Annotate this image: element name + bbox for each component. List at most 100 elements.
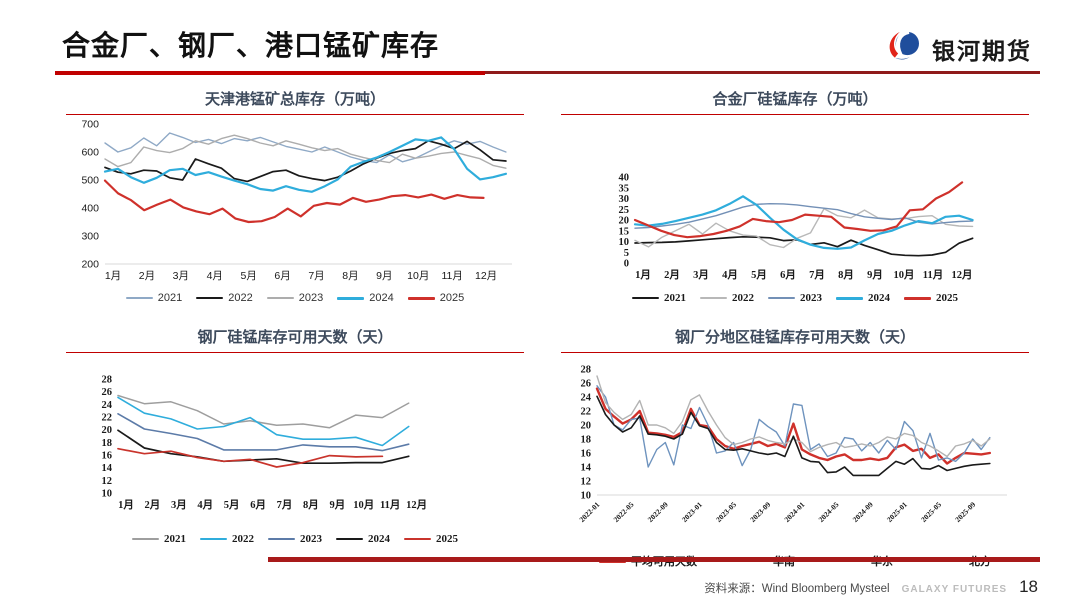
svg-text:26: 26	[102, 387, 113, 398]
legend-item: 2023	[768, 292, 822, 304]
legend-item: 2022	[196, 292, 253, 304]
svg-text:10: 10	[619, 237, 630, 248]
svg-text:30: 30	[619, 194, 630, 205]
legend-line-swatch	[904, 296, 931, 300]
company-logo: 银河期货	[884, 26, 1032, 71]
legend-label: 2021	[164, 533, 186, 545]
legend-label: 2022	[732, 292, 754, 304]
svg-text:8月: 8月	[342, 270, 358, 282]
svg-text:4月: 4月	[722, 269, 738, 281]
svg-text:3月: 3月	[173, 270, 189, 282]
svg-text:2月: 2月	[145, 499, 161, 511]
legend-line-swatch	[407, 296, 435, 300]
legend-item: 2021	[632, 292, 686, 304]
svg-text:35: 35	[619, 183, 630, 194]
svg-text:6月: 6月	[250, 499, 266, 511]
header-divider-accent	[55, 71, 485, 75]
svg-text:1月: 1月	[105, 270, 121, 282]
svg-text:12: 12	[581, 477, 592, 488]
svg-text:12月: 12月	[952, 269, 973, 281]
legend-label: 2025	[436, 533, 458, 545]
svg-text:1月: 1月	[118, 499, 134, 511]
footer: 资料来源：Wind Bloomberg Mysteel GALAXY FUTUR…	[704, 577, 1038, 597]
svg-text:24: 24	[102, 400, 113, 411]
svg-text:6月: 6月	[780, 269, 796, 281]
legend-line-swatch	[700, 297, 727, 299]
svg-text:28: 28	[102, 375, 113, 386]
svg-text:10月: 10月	[353, 499, 374, 511]
legend-line-swatch	[632, 297, 659, 299]
svg-text:10: 10	[581, 491, 592, 502]
svg-text:12: 12	[102, 476, 113, 487]
svg-text:24: 24	[581, 393, 592, 404]
card-steel-plant-days: 钢厂硅锰库存可用天数（天） 28 26 24 22 20 18 16 14 12 10 1月 2月 3月…	[60, 326, 530, 545]
svg-text:18: 18	[581, 435, 592, 446]
legend-label: 2023	[298, 292, 324, 304]
legend-line-swatch	[266, 297, 294, 299]
svg-text:12月: 12月	[406, 499, 427, 511]
chart-title: 钢厂分地区硅锰库存可用天数（天）	[561, 326, 1029, 353]
svg-text:0: 0	[624, 259, 629, 270]
svg-text:18: 18	[102, 438, 113, 449]
svg-text:9月: 9月	[867, 269, 883, 281]
svg-text:2月: 2月	[139, 270, 155, 282]
svg-text:14: 14	[102, 463, 113, 474]
svg-text:300: 300	[81, 231, 99, 243]
svg-text:28: 28	[581, 365, 592, 376]
svg-text:2025-05: 2025-05	[919, 500, 943, 524]
svg-text:11月: 11月	[441, 270, 462, 282]
svg-text:20: 20	[581, 421, 592, 432]
footer-divider-bar	[268, 557, 1040, 562]
svg-text:2024-09: 2024-09	[851, 500, 875, 524]
svg-text:600: 600	[81, 147, 99, 159]
brand-watermark: GALAXY FUTURES	[901, 584, 1008, 595]
svg-text:2023-05: 2023-05	[714, 500, 738, 524]
chart-legend: 2021 2022 2023 2024 2025	[60, 292, 530, 304]
legend-label: 2022	[232, 533, 254, 545]
legend-item: 2024	[336, 533, 390, 545]
legend-line-swatch	[768, 297, 795, 299]
svg-text:20: 20	[619, 216, 630, 227]
svg-text:9月: 9月	[376, 270, 392, 282]
chart-title: 天津港锰矿总库存（万吨）	[66, 88, 524, 115]
svg-text:11月: 11月	[923, 269, 943, 281]
svg-text:400: 400	[81, 203, 99, 215]
svg-text:2025-01: 2025-01	[885, 500, 909, 524]
legend-label: 2024	[368, 533, 390, 545]
legend-label: 2025	[439, 292, 465, 304]
svg-text:15: 15	[619, 226, 630, 237]
legend-label: 2023	[800, 292, 822, 304]
legend-label: 2021	[157, 292, 183, 304]
svg-text:2024-01: 2024-01	[782, 500, 806, 524]
svg-text:5月: 5月	[224, 499, 240, 511]
svg-text:4月: 4月	[207, 270, 223, 282]
svg-text:5月: 5月	[751, 269, 767, 281]
legend-item: 2021	[132, 533, 186, 545]
legend-line-swatch	[404, 538, 431, 540]
svg-text:500: 500	[81, 175, 99, 187]
page-number: 18	[1019, 577, 1038, 596]
chart-legend: 2021 2022 2023 2024 2025	[555, 292, 1035, 304]
svg-text:1月: 1月	[635, 269, 651, 281]
galaxy-swirl-icon	[884, 26, 924, 71]
chart-legend: 2021 2022 2023 2024 2025	[60, 533, 530, 545]
svg-text:3月: 3月	[171, 499, 187, 511]
svg-text:11月: 11月	[380, 499, 400, 511]
card-tianjin-port-inventory: 天津港锰矿总库存（万吨） 700 600 500 400 300 200 1月 2月 3月 4月 5…	[60, 88, 530, 304]
legend-item: 2022	[700, 292, 754, 304]
legend-item: 2024	[337, 292, 394, 304]
svg-text:9月: 9月	[329, 499, 345, 511]
svg-text:700: 700	[81, 119, 99, 131]
svg-text:2022-01: 2022-01	[577, 500, 601, 524]
card-steel-plant-days-by-region: 钢厂分地区硅锰库存可用天数（天） 28 26 24 22 20 18 16 14 12 10 202…	[555, 326, 1035, 569]
svg-text:10月: 10月	[407, 270, 429, 282]
data-source: 资料来源：Wind Bloomberg Mysteel	[704, 583, 890, 595]
svg-text:7月: 7月	[308, 270, 324, 282]
legend-line-swatch	[132, 538, 159, 540]
legend-item: 2021	[125, 292, 183, 304]
svg-text:14: 14	[581, 463, 592, 474]
svg-text:22: 22	[102, 413, 113, 424]
company-name: 银河期货	[932, 37, 1032, 64]
